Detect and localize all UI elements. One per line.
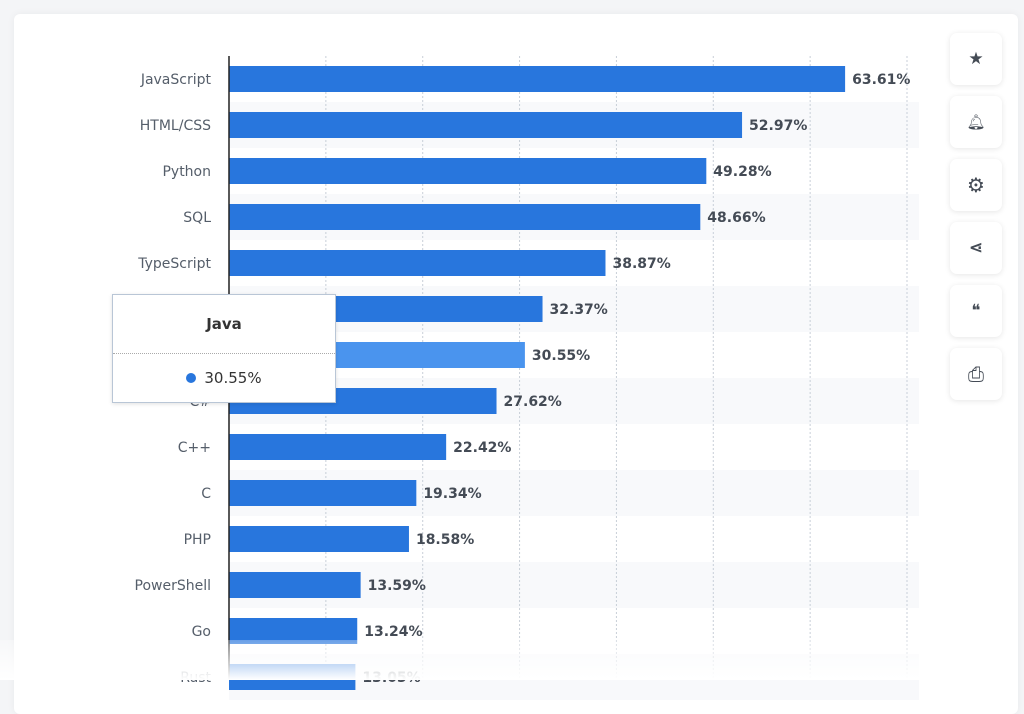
bar[interactable] [229, 480, 417, 506]
value-label: 18.58% [416, 532, 474, 548]
share-icon: ⋖ [968, 238, 984, 258]
value-label: 52.97% [749, 118, 807, 134]
value-label: 13.59% [368, 578, 426, 594]
bar[interactable] [229, 250, 606, 276]
settings-button[interactable]: ⚙ [950, 159, 1002, 211]
value-label: 49.28% [713, 164, 771, 180]
tooltip-value-row: 30.55% [113, 354, 335, 402]
value-label: 30.55% [532, 348, 590, 364]
value-label: 19.34% [423, 486, 481, 502]
value-label: 32.37% [550, 302, 608, 318]
category-label: JavaScript [140, 72, 212, 88]
bar[interactable] [229, 112, 743, 138]
print-icon: ⎙ [968, 362, 984, 386]
quote-icon: ❝ [971, 301, 981, 321]
bar[interactable] [229, 204, 701, 230]
bar[interactable] [229, 572, 361, 598]
category-label: PowerShell [135, 578, 211, 594]
gear-icon: ⚙ [967, 173, 985, 197]
cite-button[interactable]: ❝ [950, 285, 1002, 337]
bar-chart: JavaScript 63.61% HTML/CSS 52.97% Python 49.2… [134, 56, 911, 690]
category-label: TypeScript [137, 256, 211, 272]
tooltip-value: 30.55% [204, 369, 262, 387]
tooltip: Java 30.55% [112, 294, 336, 403]
bar[interactable] [229, 526, 409, 552]
category-label: SQL [183, 210, 211, 226]
bell-icon: 🔔︎ [966, 113, 986, 131]
scroll-fade [0, 640, 940, 680]
print-button[interactable]: ⎙ [950, 348, 1002, 400]
notification-button[interactable]: 🔔︎ [950, 96, 1002, 148]
favorite-button[interactable]: ★ [950, 33, 1002, 85]
bar[interactable] [229, 158, 707, 184]
tooltip-title: Java [113, 295, 335, 354]
category-label: Python [162, 164, 211, 180]
value-label: 48.66% [707, 210, 765, 226]
toolbar: ★ 🔔︎ ⚙ ⋖ ❝ ⎙ [950, 33, 1002, 411]
category-label: C++ [178, 440, 211, 456]
series-dot-icon [186, 373, 197, 383]
bar[interactable] [229, 66, 846, 92]
value-label: 13.24% [364, 624, 422, 640]
star-icon: ★ [968, 49, 984, 69]
bar[interactable] [229, 434, 447, 460]
value-label: 22.42% [453, 440, 511, 456]
category-label: C [201, 486, 211, 502]
bar[interactable] [229, 618, 358, 644]
value-label: 63.61% [852, 72, 910, 88]
share-button[interactable]: ⋖ [950, 222, 1002, 274]
value-label: 38.87% [612, 256, 670, 272]
category-label: PHP [184, 532, 211, 548]
value-label: 27.62% [504, 394, 562, 410]
category-label: Go [192, 624, 211, 640]
category-label: HTML/CSS [140, 118, 211, 134]
